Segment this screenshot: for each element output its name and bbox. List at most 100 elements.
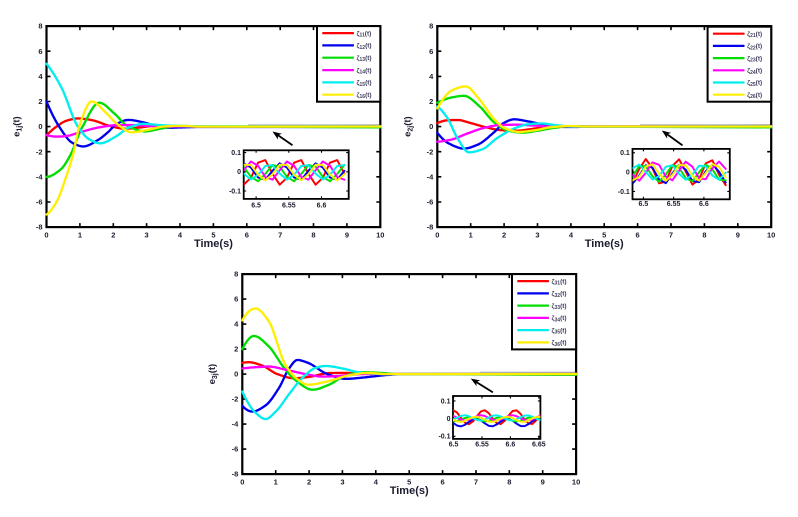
svg-text:6.5: 6.5 — [449, 442, 459, 449]
svg-text:0: 0 — [44, 231, 48, 240]
svg-text:ζ32(t): ζ32(t) — [552, 291, 567, 299]
svg-text:-0.1: -0.1 — [618, 189, 630, 196]
svg-text:ζ16(t): ζ16(t) — [357, 92, 372, 100]
svg-text:6.5: 6.5 — [251, 203, 261, 210]
svg-text:ζ12(t): ζ12(t) — [357, 43, 372, 51]
svg-text:4: 4 — [429, 72, 434, 81]
svg-text:8: 8 — [311, 231, 315, 240]
svg-text:1: 1 — [469, 231, 473, 240]
svg-text:e3j(t): e3j(t) — [207, 364, 219, 385]
svg-text:-4: -4 — [427, 172, 434, 181]
svg-text:ζ26(t): ζ26(t) — [747, 92, 762, 100]
svg-text:-2: -2 — [36, 147, 43, 156]
svg-text:6.6: 6.6 — [317, 203, 327, 210]
svg-text:6.55: 6.55 — [282, 203, 296, 210]
svg-text:8: 8 — [234, 270, 238, 279]
svg-text:5: 5 — [407, 478, 411, 487]
svg-text:2: 2 — [429, 97, 433, 106]
svg-text:9: 9 — [345, 231, 349, 240]
svg-text:6: 6 — [38, 47, 42, 56]
svg-text:10: 10 — [572, 478, 580, 487]
svg-text:0.1: 0.1 — [441, 398, 451, 405]
svg-text:3: 3 — [145, 231, 149, 240]
svg-text:2: 2 — [234, 345, 238, 354]
svg-text:-8: -8 — [232, 470, 239, 479]
svg-text:6.55: 6.55 — [475, 442, 489, 449]
svg-text:6.6: 6.6 — [506, 442, 516, 449]
svg-text:2: 2 — [307, 478, 311, 487]
svg-text:4: 4 — [178, 231, 183, 240]
svg-text:0: 0 — [429, 122, 433, 131]
svg-text:-4: -4 — [232, 420, 239, 429]
svg-text:6: 6 — [234, 295, 238, 304]
svg-text:6.5: 6.5 — [639, 201, 649, 208]
svg-text:ζ31(t): ζ31(t) — [552, 278, 567, 286]
svg-text:-2: -2 — [232, 395, 239, 404]
svg-text:4: 4 — [374, 478, 379, 487]
svg-text:3: 3 — [340, 478, 344, 487]
svg-text:-4: -4 — [36, 172, 43, 181]
svg-text:Time(s): Time(s) — [194, 238, 233, 250]
svg-text:10: 10 — [376, 231, 384, 240]
svg-text:ζ33(t): ζ33(t) — [552, 303, 567, 311]
svg-text:0: 0 — [435, 231, 439, 240]
svg-text:0: 0 — [237, 169, 241, 176]
svg-text:-6: -6 — [36, 198, 43, 207]
svg-text:-8: -8 — [427, 223, 434, 232]
svg-text:4: 4 — [569, 231, 574, 240]
svg-text:5: 5 — [211, 231, 215, 240]
svg-text:0.1: 0.1 — [620, 150, 630, 157]
svg-text:2: 2 — [38, 97, 42, 106]
svg-text:-0.1: -0.1 — [438, 434, 450, 441]
svg-text:6: 6 — [441, 478, 445, 487]
svg-text:4: 4 — [234, 320, 239, 329]
svg-text:8: 8 — [38, 22, 42, 31]
svg-text:9: 9 — [736, 231, 740, 240]
svg-text:7: 7 — [669, 231, 673, 240]
svg-text:8: 8 — [702, 231, 706, 240]
svg-text:e1j(t): e1j(t) — [12, 116, 24, 137]
svg-text:ζ36(t): ζ36(t) — [552, 340, 567, 348]
svg-text:0: 0 — [447, 416, 451, 423]
svg-text:7: 7 — [278, 231, 282, 240]
svg-text:0: 0 — [38, 122, 42, 131]
svg-text:5: 5 — [602, 231, 606, 240]
svg-text:ζ23(t): ζ23(t) — [747, 55, 762, 63]
svg-text:-0.1: -0.1 — [229, 188, 241, 195]
svg-text:8: 8 — [507, 478, 511, 487]
svg-text:ζ35(t): ζ35(t) — [552, 327, 567, 335]
svg-text:0: 0 — [626, 170, 630, 177]
svg-text:10: 10 — [767, 231, 775, 240]
svg-text:6.65: 6.65 — [532, 442, 546, 449]
svg-text:6.55: 6.55 — [667, 201, 681, 208]
svg-text:2: 2 — [111, 231, 115, 240]
svg-text:e2j(t): e2j(t) — [403, 116, 415, 137]
svg-text:7: 7 — [474, 478, 478, 487]
svg-text:ζ15(t): ζ15(t) — [357, 80, 372, 88]
svg-text:ζ13(t): ζ13(t) — [357, 55, 372, 63]
svg-text:0: 0 — [234, 370, 238, 379]
svg-text:ζ25(t): ζ25(t) — [747, 80, 762, 88]
svg-text:Time(s): Time(s) — [585, 238, 624, 250]
svg-text:3: 3 — [535, 231, 539, 240]
svg-text:6: 6 — [245, 231, 249, 240]
svg-text:4: 4 — [38, 72, 43, 81]
svg-text:1: 1 — [274, 478, 278, 487]
svg-text:6: 6 — [636, 231, 640, 240]
svg-text:9: 9 — [541, 478, 545, 487]
svg-text:2: 2 — [502, 231, 506, 240]
svg-text:ζ34(t): ζ34(t) — [552, 315, 567, 323]
svg-text:ζ11(t): ζ11(t) — [357, 30, 372, 38]
svg-text:1: 1 — [78, 231, 82, 240]
svg-text:-2: -2 — [427, 147, 434, 156]
svg-text:ζ22(t): ζ22(t) — [747, 43, 762, 51]
svg-text:ζ24(t): ζ24(t) — [747, 68, 762, 76]
svg-text:-8: -8 — [36, 223, 43, 232]
svg-text:8: 8 — [429, 22, 433, 31]
svg-text:6.6: 6.6 — [699, 201, 709, 208]
svg-text:ζ21(t): ζ21(t) — [747, 31, 762, 39]
svg-text:-6: -6 — [232, 445, 239, 454]
svg-text:Time(s): Time(s) — [390, 485, 429, 497]
svg-text:0.1: 0.1 — [231, 150, 241, 157]
svg-text:0: 0 — [240, 478, 244, 487]
